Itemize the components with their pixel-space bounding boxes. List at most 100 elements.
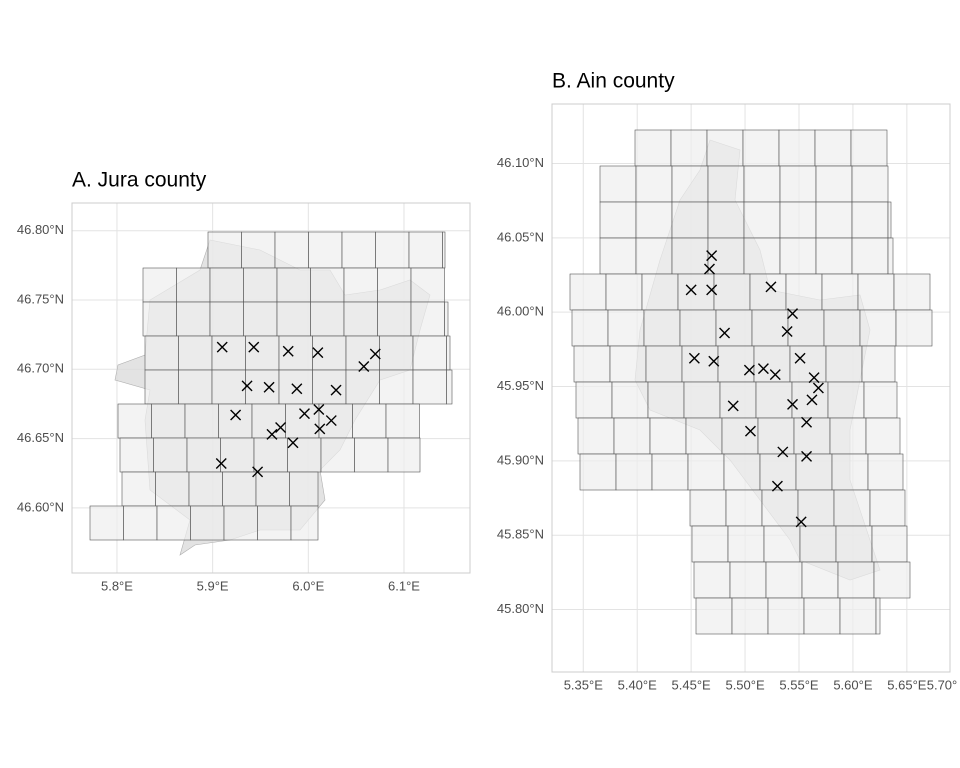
grid-cell	[779, 237, 817, 275]
point-marker	[358, 361, 370, 373]
point-marker	[230, 409, 242, 421]
grid-cell	[354, 437, 389, 473]
grid-cell	[795, 453, 833, 491]
grid-cell	[683, 381, 721, 419]
grid-cell	[412, 369, 447, 405]
grid-cell	[123, 505, 158, 541]
point-marker	[325, 415, 337, 427]
x-tick-label: 5.60°E	[833, 677, 873, 692]
grid-cell	[144, 335, 179, 371]
grid-cell	[599, 237, 637, 275]
grid-cell	[245, 369, 280, 405]
grid-cell	[742, 129, 780, 167]
grid-cell	[387, 437, 421, 473]
y-tick-label: 45.80°N	[497, 601, 544, 616]
point-marker	[706, 284, 718, 296]
grid-cell	[691, 525, 729, 563]
y-tick-label: 46.60°N	[17, 499, 64, 514]
point-marker	[314, 423, 326, 435]
grid-cell	[257, 505, 292, 541]
x-tick-label: 5.35°E	[564, 677, 604, 692]
point-marker	[252, 466, 264, 478]
grid-cell	[190, 505, 225, 541]
grid-cell	[751, 309, 789, 347]
point-marker	[801, 416, 813, 428]
x-tick-label: 5.8°E	[101, 578, 133, 593]
grid-cell	[789, 345, 827, 383]
grid-cell	[569, 273, 607, 311]
x-tick-label: 5.70°	[927, 677, 958, 692]
grid-cell	[731, 597, 769, 635]
grid-cell	[444, 301, 449, 337]
grid-cell	[693, 561, 731, 599]
grid-cell	[153, 437, 188, 473]
grid-cell	[778, 129, 816, 167]
grid-cell	[156, 505, 191, 541]
grid-cell	[743, 237, 781, 275]
grid-cell	[218, 403, 253, 439]
grid-cell	[607, 309, 645, 347]
panel-title: A. Jura county	[72, 169, 207, 192]
grid-cell	[755, 381, 793, 419]
x-tick-label: 5.65°E	[887, 677, 927, 692]
y-tick-label: 46.80°N	[17, 222, 64, 237]
grid-cell	[253, 437, 288, 473]
point-marker	[765, 281, 777, 293]
point-marker	[287, 437, 299, 449]
grid-cell	[375, 231, 410, 269]
grid-cell	[211, 369, 246, 405]
grid-cell	[670, 129, 708, 167]
grid-cell	[410, 267, 445, 303]
grid-cell	[209, 301, 244, 337]
grid-cell	[729, 561, 767, 599]
grid-cell	[815, 165, 853, 203]
point-marker	[794, 352, 806, 364]
grid-cell	[385, 403, 420, 439]
grid-cell	[671, 201, 709, 239]
point-marker	[291, 383, 303, 395]
grid-cell	[289, 471, 319, 507]
grid-cell	[318, 403, 353, 439]
grid-cell	[290, 505, 319, 541]
grid-cell	[861, 345, 896, 383]
grid-cell	[377, 267, 412, 303]
grid-cell	[408, 231, 443, 269]
grid-cell	[803, 597, 841, 635]
grid-cell	[725, 489, 763, 527]
point-marker	[757, 363, 769, 375]
grid-cell	[176, 267, 211, 303]
grid-cell	[837, 561, 875, 599]
x-tick-label: 6.1°E	[388, 578, 420, 593]
point-marker	[330, 384, 342, 396]
point-marker	[708, 355, 720, 367]
grid-cell	[713, 273, 751, 311]
point-marker	[298, 408, 310, 420]
grid-cell	[343, 267, 378, 303]
grid-cell	[814, 129, 852, 167]
grid-cell	[707, 237, 745, 275]
panel-frame	[551, 103, 951, 673]
point-marker	[282, 345, 294, 357]
grid-cell	[863, 381, 898, 419]
grid-cell	[377, 301, 412, 337]
grid-cell	[144, 369, 179, 405]
grid-cell	[825, 345, 863, 383]
grid-cell	[220, 437, 255, 473]
point-marker	[777, 446, 789, 458]
grid-cell	[89, 505, 124, 541]
grid-cell	[119, 437, 154, 473]
grid-cell	[793, 417, 831, 455]
grid-cell	[719, 381, 757, 419]
point-marker	[787, 308, 799, 320]
panel-title: B. Ain county	[552, 70, 675, 93]
map-panel: 5.35°E 5.40°E 5.45°E 5.50°E 5.55°E 5.60°E 5.65…	[497, 103, 958, 692]
grid-cell	[695, 597, 733, 635]
point-marker	[743, 364, 755, 376]
grid-cell	[859, 309, 897, 347]
grid-cell	[815, 237, 853, 275]
grid-cell	[352, 403, 387, 439]
grid-cell	[151, 403, 186, 439]
point-marker	[744, 425, 756, 437]
grid-cell	[446, 335, 451, 371]
